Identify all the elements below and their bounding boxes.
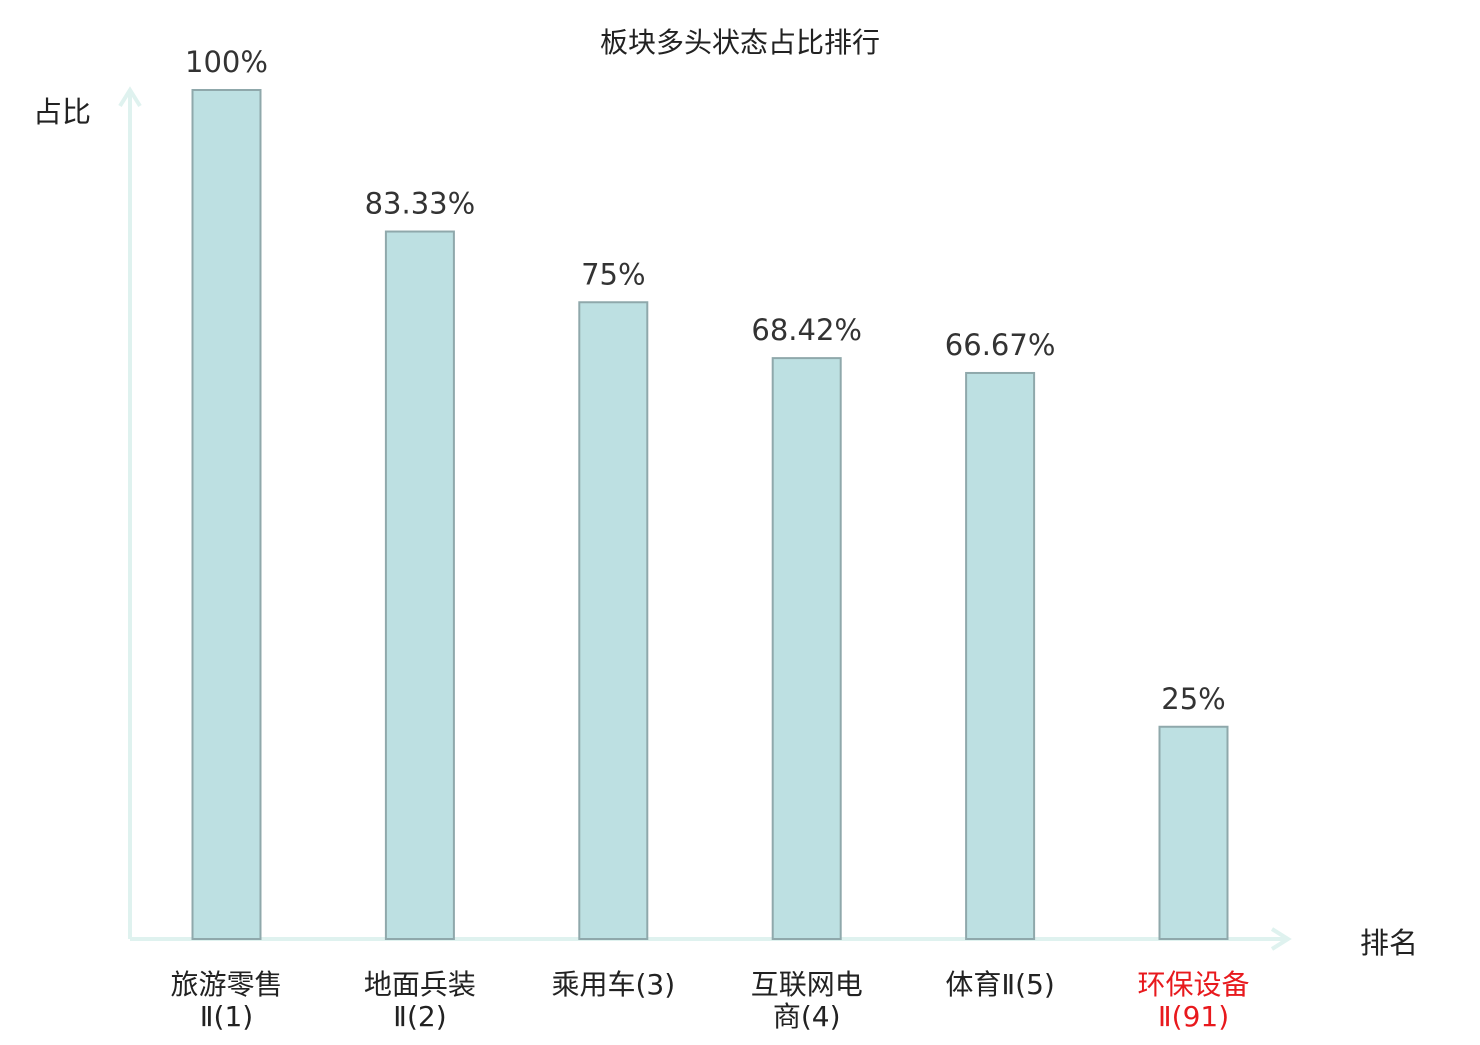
- value-label: 68.42%: [751, 313, 862, 347]
- bar: [384, 230, 455, 940]
- value-label: 25%: [1161, 682, 1225, 716]
- y-axis-arrow: [118, 86, 142, 108]
- category-label: 乘用车(3): [551, 968, 675, 1001]
- x-axis-arrow: [1270, 927, 1292, 951]
- bar: [191, 89, 262, 940]
- y-axis-label: 占比: [33, 95, 91, 129]
- bar: [965, 371, 1036, 941]
- category-label: 地面兵装: [364, 968, 476, 1001]
- bar: [1158, 725, 1229, 940]
- category-label: Ⅱ(2): [393, 1000, 446, 1033]
- category-label: 环保设备: [1137, 968, 1249, 1001]
- value-label: 66.67%: [945, 328, 1056, 362]
- category-label: Ⅱ(1): [200, 1000, 253, 1033]
- axes: [118, 86, 1292, 951]
- bars-group: [191, 89, 1229, 941]
- bar: [771, 357, 842, 940]
- category-label: 互联网电: [751, 968, 863, 1001]
- value-label: 100%: [185, 45, 268, 79]
- category-label: Ⅱ(91): [1158, 1000, 1229, 1033]
- category-label: 体育Ⅱ(5): [945, 968, 1054, 1001]
- category-label: 商(4): [773, 1000, 841, 1033]
- x-axis-label: 排名: [1360, 926, 1418, 960]
- value-labels-group: 100% 83.33% 75% 68.42% 66.67% 25%: [185, 45, 1226, 716]
- bar: [578, 301, 649, 940]
- chart-title: 板块多头状态占比排行: [600, 26, 880, 59]
- value-label: 75%: [581, 257, 645, 291]
- value-label: 83.33%: [365, 187, 476, 221]
- category-label: 旅游零售: [170, 968, 282, 1001]
